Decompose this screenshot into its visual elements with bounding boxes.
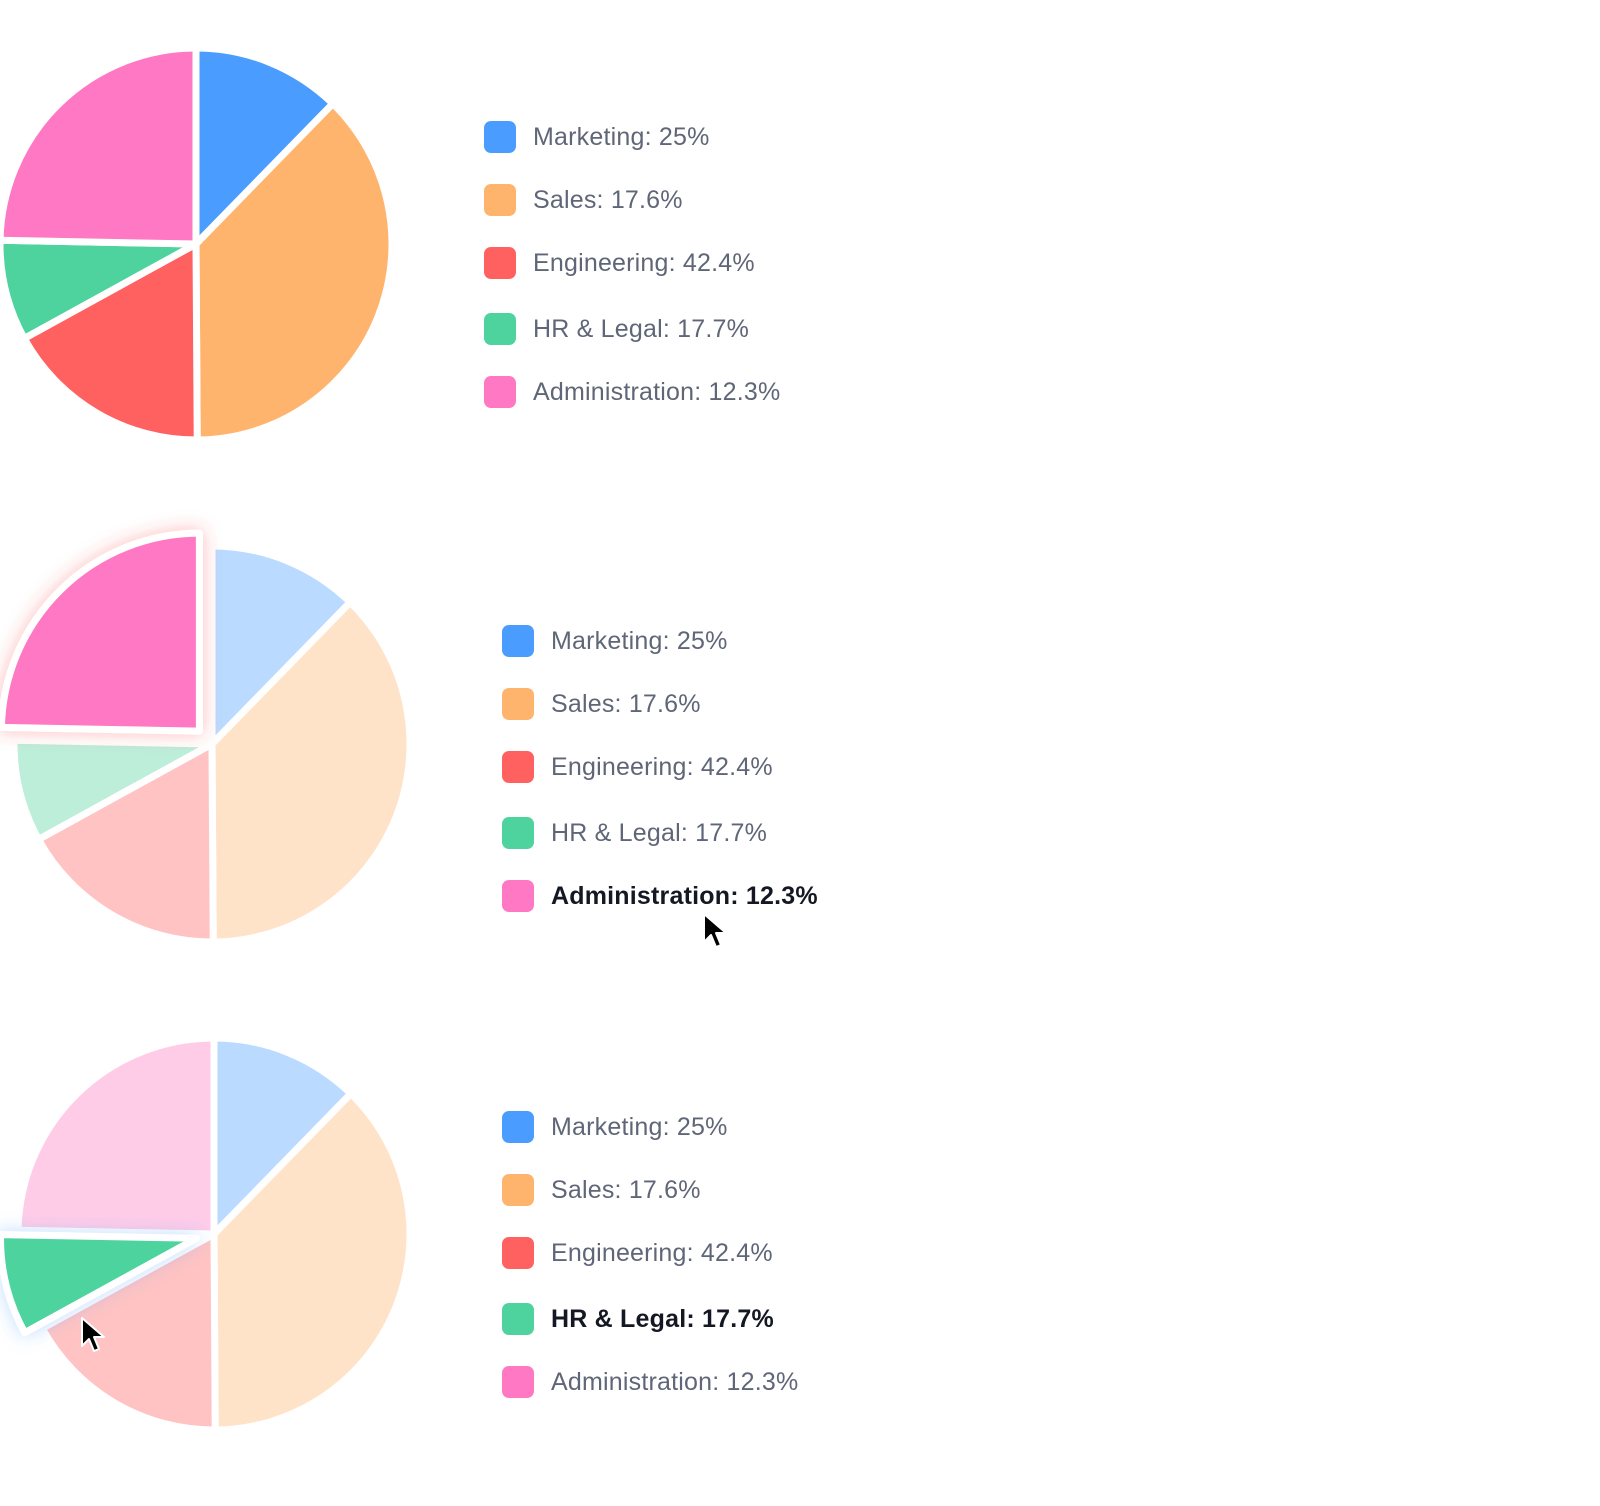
pie-slice-hr-and-legal[interactable]: [10, 736, 216, 843]
legend-item-engineering[interactable]: Engineering: 42.4%: [484, 246, 755, 280]
legend-label: Sales: 17.6%: [551, 689, 701, 718]
pie-slice-sales[interactable]: [208, 598, 414, 946]
legend-label: Marketing: 25%: [533, 122, 710, 151]
pie-slice-administration[interactable]: [14, 1034, 218, 1238]
legend-swatch: [484, 247, 516, 279]
legend-item-marketing[interactable]: Marketing: 25%: [502, 624, 728, 658]
pie-slice-sales[interactable]: [210, 1090, 414, 1434]
legend-label: HR & Legal: 17.7%: [533, 314, 750, 343]
legend-item-hr-and-legal[interactable]: HR & Legal: 17.7%: [502, 1302, 774, 1336]
legend-item-administration[interactable]: Administration: 12.3%: [502, 1365, 798, 1399]
pie-slice-sales[interactable]: [192, 100, 396, 444]
legend-item-administration[interactable]: Administration: 12.3%: [484, 375, 780, 409]
legend-item-hr-and-legal[interactable]: HR & Legal: 17.7%: [502, 816, 767, 850]
pie-chart-1: [0, 44, 396, 444]
legend-swatch: [484, 184, 516, 216]
pie-slice-marketing[interactable]: [192, 44, 337, 248]
pie-slice-engineering[interactable]: [34, 740, 217, 946]
pie-chart-2: [0, 529, 414, 946]
legend-item-engineering[interactable]: Engineering: 42.4%: [502, 750, 773, 784]
legend-swatch: [502, 1237, 534, 1269]
legend-swatch: [502, 817, 534, 849]
pie-chart-panel-3: Marketing: 25% Sales: 17.6% Engineering: 4…: [0, 1000, 1600, 1500]
legend-label: Engineering: 42.4%: [551, 752, 773, 781]
legend-swatch: [502, 1111, 534, 1143]
pie-slice-engineering[interactable]: [38, 1230, 219, 1434]
legend-swatch: [484, 376, 516, 408]
legend-swatch: [502, 1303, 534, 1335]
pie-slice-administration[interactable]: [0, 44, 200, 248]
legend-swatch: [502, 688, 534, 720]
legend-label: Administration: 12.3%: [551, 1367, 799, 1396]
legend-label: HR & Legal: 17.7%: [551, 818, 768, 847]
legend-swatch: [502, 880, 534, 912]
legend-swatch: [502, 625, 534, 657]
legend-item-marketing[interactable]: Marketing: 25%: [484, 120, 710, 154]
legend-item-sales[interactable]: Sales: 17.6%: [502, 1173, 701, 1207]
legend-label: Sales: 17.6%: [551, 1175, 701, 1204]
pie-chart-panel-2: Marketing: 25% Sales: 17.6% Engineering: 4…: [0, 500, 1600, 1000]
legend-label: Engineering: 42.4%: [533, 248, 755, 277]
pie-slice-administration[interactable]: [0, 529, 203, 735]
legend-label: Administration: 12.3%: [551, 881, 818, 910]
legend-item-administration[interactable]: Administration: 12.3%: [502, 879, 818, 913]
legend-swatch: [502, 1174, 534, 1206]
legend-swatch: [502, 751, 534, 783]
legend-label: Marketing: 25%: [551, 1112, 728, 1141]
pie-slice-engineering[interactable]: [20, 240, 201, 444]
pie-slice-marketing[interactable]: [210, 1034, 355, 1238]
legend-swatch: [484, 313, 516, 345]
pie-chart-3: [0, 1034, 414, 1434]
pie-slice-hr-and-legal[interactable]: [0, 1231, 201, 1337]
legend-item-hr-and-legal[interactable]: HR & Legal: 17.7%: [484, 312, 749, 346]
legend-label: Administration: 12.3%: [533, 377, 781, 406]
pie-chart-panel-1: Marketing: 25% Sales: 17.6% Engineering: 4…: [0, 0, 1600, 500]
legend-label: Marketing: 25%: [551, 626, 728, 655]
legend-item-marketing[interactable]: Marketing: 25%: [502, 1110, 728, 1144]
legend-item-sales[interactable]: Sales: 17.6%: [484, 183, 683, 217]
legend-item-engineering[interactable]: Engineering: 42.4%: [502, 1236, 773, 1270]
legend-swatch: [502, 1366, 534, 1398]
legend-label: HR & Legal: 17.7%: [551, 1304, 774, 1333]
legend-item-sales[interactable]: Sales: 17.6%: [502, 687, 701, 721]
legend-label: Sales: 17.6%: [533, 185, 683, 214]
pie-slice-marketing[interactable]: [208, 542, 354, 748]
legend-swatch: [484, 121, 516, 153]
legend-label: Engineering: 42.4%: [551, 1238, 773, 1267]
